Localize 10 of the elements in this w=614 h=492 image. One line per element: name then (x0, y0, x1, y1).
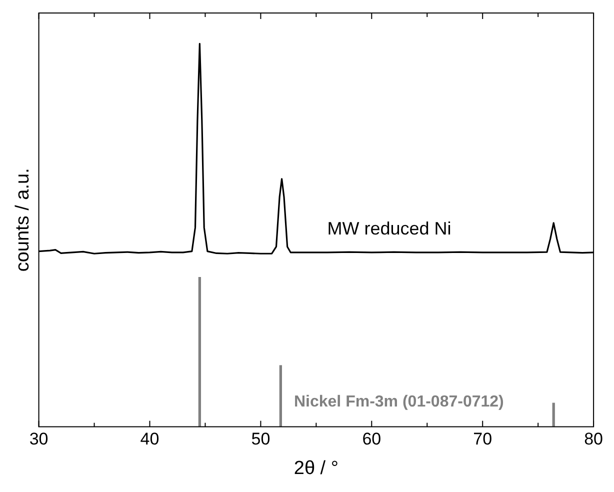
x-tick-label: 60 (362, 430, 382, 449)
x-tick-label: 70 (473, 430, 492, 449)
x-tick-label: 80 (584, 430, 604, 449)
x-tick-label: 50 (251, 430, 270, 449)
x-axis-title: 2θ / ° (294, 458, 338, 479)
x-tick-label: 40 (140, 430, 160, 449)
series-label: MW reduced Ni (327, 218, 452, 238)
y-axis-title: counts / a.u. (12, 168, 34, 272)
x-tick-label: 30 (29, 430, 48, 449)
series-label: Nickel Fm-3m (01-087-0712) (294, 394, 504, 411)
